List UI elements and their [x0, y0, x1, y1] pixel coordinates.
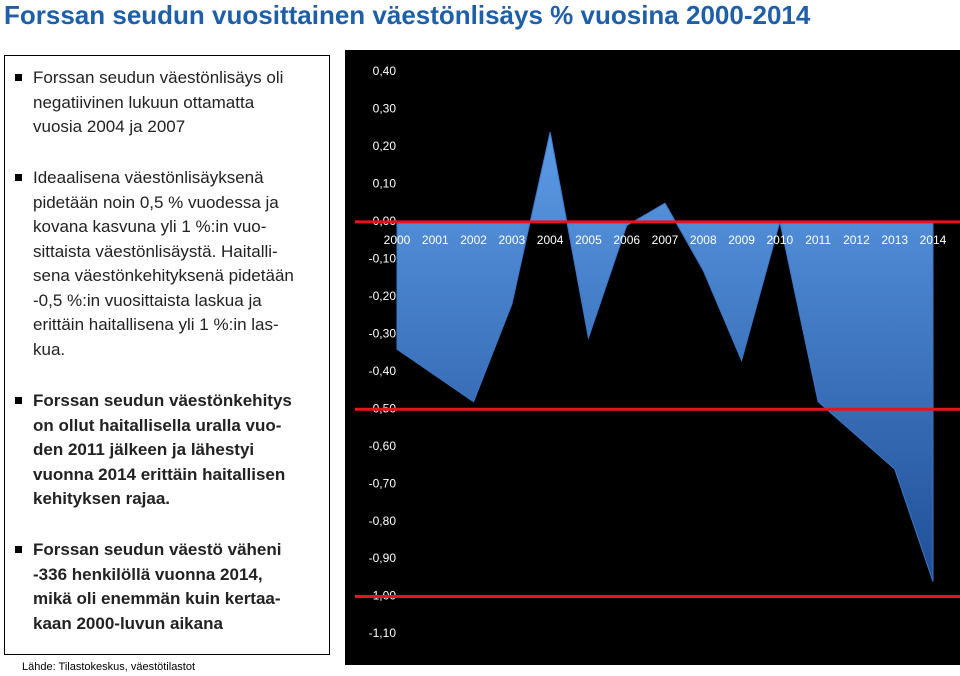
x-tick-label: 2002	[460, 233, 487, 247]
x-tick-label: 2008	[690, 233, 717, 247]
y-tick-label: -0,20	[369, 289, 397, 303]
y-tick-label: -0,80	[369, 514, 397, 528]
bullet-line: Ideaalisena väestönlisäyksenä	[33, 168, 264, 187]
bullet-line: Forssan seudun väestö väheni	[33, 540, 282, 559]
bullet-line: Forssan seudun väestönkehitys	[33, 391, 292, 410]
x-tick-label: 2013	[881, 233, 908, 247]
y-tick-label: 0,10	[373, 177, 397, 191]
x-tick-label: 2009	[728, 233, 755, 247]
bullet-line: on ollut haitallisella uralla vuo-	[33, 415, 282, 435]
y-tick-label: -0,90	[369, 551, 397, 565]
y-tick-label: 0,20	[373, 139, 397, 153]
area	[396, 131, 934, 582]
x-tick-label: 2014	[920, 233, 947, 247]
text-box: Forssan seudun väestönlisäys oli negatiiv…	[4, 55, 330, 655]
bullet-line: erittäin haitallisena yli 1 %:in las-	[33, 315, 279, 334]
title: Forssan seudun vuosittainen väestönlisäy…	[4, 0, 811, 30]
x-tick-label: 2004	[537, 233, 564, 247]
x-tick-label: 2003	[499, 233, 526, 247]
bullet: Forssan seudun väestönlisäys oli negatiiv…	[15, 66, 283, 140]
bullet-line: pidetään noin 0,5 % vuodessa ja	[33, 192, 279, 212]
x-tick-label: 2011	[805, 233, 831, 247]
bullet-line: sena väestönkehityksenä pidetään	[33, 266, 294, 285]
bullet-line: vuosia 2004 ja 2007	[33, 117, 186, 136]
x-tick-label: 2006	[613, 233, 640, 247]
bullet-line: -0,5 %:in vuosittaista laskua ja	[33, 290, 262, 310]
y-tick-label: 0,40	[373, 64, 397, 78]
bullet-line: vuonna 2014 erittäin haitallisen	[33, 464, 286, 484]
x-tick-label: 2005	[575, 233, 602, 247]
source: Lähde: Tilastokeskus, väestötilastot	[22, 661, 196, 673]
bullet-line: kua.	[33, 339, 66, 359]
bullet-line: kaan 2000-luvun aikana	[33, 613, 223, 633]
bullet-marker	[15, 174, 22, 181]
y-tick-label: -1,10	[369, 626, 397, 640]
bullet: Forssan seudun väestö väheni -336 henkilö…	[15, 538, 281, 636]
x-tick-label: 2012	[843, 233, 870, 247]
x-tick-label: 2007	[652, 233, 679, 247]
y-tick-label: -0,10	[369, 252, 397, 266]
x-tick-label: 2001	[422, 233, 449, 247]
bullet-line: mikä oli enemmän kuin kertaa-	[33, 589, 281, 608]
bullet-line: Forssan seudun väestönlisäys oli	[33, 68, 284, 87]
bullet-line: sittaista väestönlisäystä. Haitalli-	[33, 241, 278, 261]
bullet-line: den 2011 jälkeen ja lähestyi	[33, 440, 255, 459]
bullet-marker	[15, 74, 22, 81]
y-tick-label: -0,70	[369, 476, 397, 490]
y-tick-label: 0,30	[373, 102, 397, 116]
bullet-line: kovana kasvuna yli 1 %:in vuo-	[33, 217, 267, 236]
bullet-line: kehityksen rajaa.	[33, 489, 171, 508]
x-tick-label: 2000	[384, 233, 411, 247]
y-tick-label: -0,60	[369, 439, 397, 453]
bullet-marker	[15, 397, 22, 404]
y-tick-label: -0,40	[369, 364, 397, 378]
y-tick-label: -0,30	[369, 326, 397, 340]
bullet-line: -336 henkilöllä vuonna 2014,	[33, 564, 263, 584]
bullet-line: negatiivinen lukuun ottamatta	[33, 92, 255, 112]
x-tick-label: 2010	[767, 233, 794, 247]
bullet: Forssan seudun väestönkehitys on ollut ha…	[15, 389, 292, 512]
bullet-marker	[15, 546, 22, 553]
bullet: Ideaalisena väestönlisäyksenä pidetään no…	[15, 166, 294, 362]
